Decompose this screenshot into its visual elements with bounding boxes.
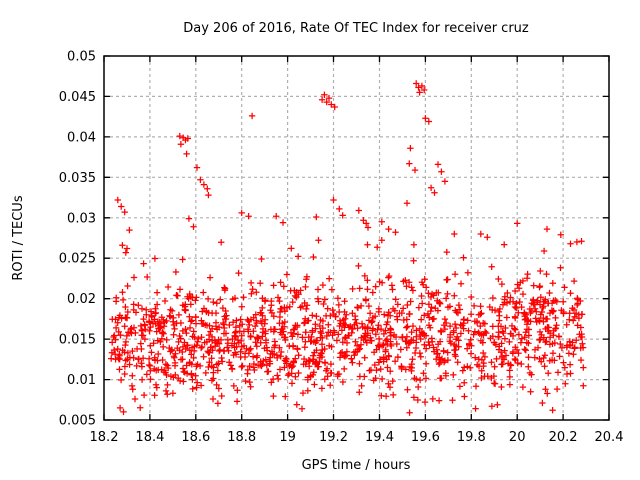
x-tick-label: 18.6: [181, 430, 210, 445]
data-points-roti: [108, 80, 587, 416]
chart-title: Day 206 of 2016, Rate Of TEC Index for r…: [183, 21, 529, 36]
y-tick-label: 0.005: [59, 414, 96, 429]
x-tick-label: 18.4: [135, 430, 164, 445]
y-tick-label: 0.045: [59, 90, 96, 105]
x-axis-label: GPS time / hours: [302, 458, 411, 473]
y-tick-label: 0.025: [59, 252, 96, 267]
x-tick-label: 19.4: [365, 430, 394, 445]
y-axis-tick-labels: 0.005 0.01 0.015 0.02 0.025 0.03 0.035 0.04 0.04…: [59, 50, 96, 429]
y-tick-label: 0.03: [67, 211, 96, 226]
y-tick-label: 0.04: [67, 130, 96, 145]
x-tick-label: 20.2: [549, 430, 578, 445]
x-tick-label: 19.8: [457, 430, 486, 445]
y-tick-label: 0.05: [67, 50, 96, 65]
y-tick-label: 0.035: [59, 171, 96, 186]
x-tick-label: 19.6: [411, 430, 440, 445]
y-tick-label: 0.015: [59, 333, 96, 348]
x-tick-label: 18.2: [90, 430, 119, 445]
y-tick-label: 0.02: [67, 292, 96, 307]
x-tick-label: 19: [279, 430, 296, 445]
grid-lines: [104, 56, 609, 420]
plot-border: [103, 55, 610, 421]
x-axis-tick-labels: 18.2 18.4 18.6 18.8 19 19.2 19.4 19.6 19.8 20 20.2…: [90, 430, 624, 445]
x-tick-label: 19.2: [319, 430, 348, 445]
x-tick-label: 20: [509, 430, 526, 445]
x-tick-label: 18.8: [227, 430, 256, 445]
y-tick-label: 0.01: [67, 373, 96, 388]
axis-tick-marks: [103, 55, 610, 421]
y-axis-label: ROTI / TECUs: [11, 195, 26, 280]
x-tick-label: 20.4: [595, 430, 624, 445]
